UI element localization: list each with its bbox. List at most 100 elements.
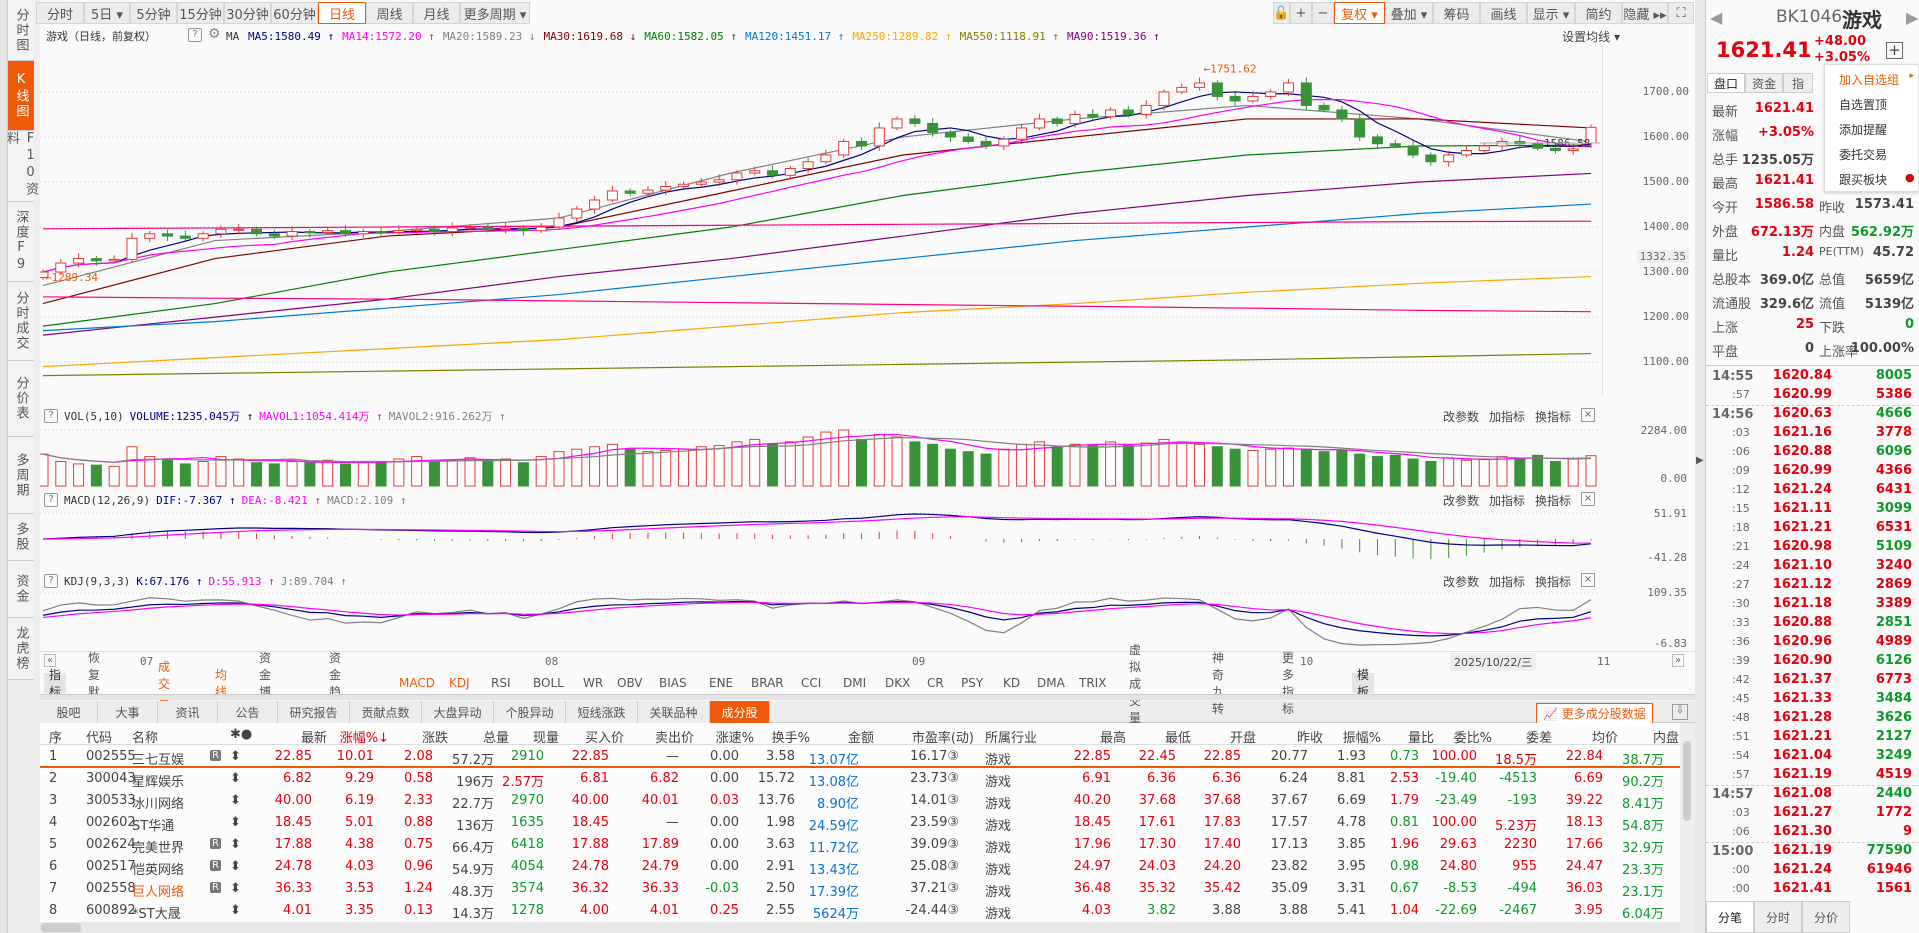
indicator-tab[interactable]: 资金博弈 [259,651,272,716]
column-header[interactable]: 量比 [1407,731,1434,746]
column-header[interactable]: 振幅% [1342,731,1381,746]
info-tab[interactable]: 公告 [218,701,278,723]
column-header[interactable]: 最新 [300,731,327,746]
fullscreen-icon[interactable]: ⛶ [1668,2,1694,24]
collapse-arrow-icon[interactable]: ▶ [1696,455,1704,466]
quote-tab[interactable]: 资金 [1745,73,1783,93]
horizontal-scrollbar[interactable] [40,922,1680,933]
period-tab[interactable]: 60分钟 [271,2,318,24]
indicator-tab[interactable]: BRAR [751,676,784,690]
nav-tab[interactable]: 龙虎榜 [8,618,34,680]
indicator-tab[interactable]: WR [583,676,604,690]
next-arrow-icon[interactable]: ▶ [1906,8,1919,27]
prev-arrow-icon[interactable]: ◀ [1710,8,1723,27]
pane-button[interactable]: 加指标 [1488,410,1525,424]
indicator-tab[interactable]: KDJ [449,676,470,690]
table-row[interactable]: 8 600892 *ST大晟 ⬍ 4.01 3.35 0.13 14.3万 1278 4.00 4.… [40,900,1680,922]
close-icon[interactable]: × [1581,573,1595,587]
tick-tab[interactable]: 分价 [1802,901,1850,933]
nav-tab[interactable]: 资金 [8,561,34,618]
menu-item[interactable]: 添加提醒 [1839,123,1888,137]
info-tab[interactable]: 大事 [98,701,158,723]
table-row[interactable]: 7 002558 巨人网络 ⬍ 36.33 3.53 1.24 48.3万 3574 36.32 3… [40,878,1680,900]
nav-tab[interactable]: 分时成交 [8,282,34,361]
period-tab[interactable]: 30分钟 [224,2,271,24]
period-tab[interactable]: 日线 [318,2,366,24]
pane-button[interactable]: 改参数 [1442,494,1479,508]
period-tab[interactable]: 周线 [366,2,413,24]
period-tab[interactable]: 5日 ▾ [84,2,130,24]
column-header[interactable]: 换手% [771,731,810,746]
column-header[interactable]: 市盈率(动) [911,731,974,746]
nav-tab[interactable]: 多股 [8,514,34,561]
period-tab[interactable]: 分时 [36,2,84,24]
column-header[interactable]: 代码 [86,731,113,746]
column-header[interactable]: 卖出价 [654,731,694,746]
indicator-tab[interactable]: ENE [709,676,734,690]
indicator-tab[interactable]: BOLL [533,676,564,690]
pane-button[interactable]: 加指标 [1488,575,1525,589]
tick-tab[interactable]: 分时 [1754,901,1802,933]
table-row[interactable]: 3 300533 冰川网络 ⬍ 40.00 6.19 2.33 22.7万 2970 40.00 4… [40,790,1680,812]
download-icon[interactable]: ⇩ [1672,704,1688,720]
nav-tab[interactable]: 深度F9 [8,202,34,282]
indicator-tab[interactable]: 模板 [1352,668,1375,699]
kdj-chart[interactable] [40,592,1600,648]
tool-button[interactable]: 筹码 [1433,2,1480,24]
indicator-tab[interactable]: CR [927,676,944,690]
column-header[interactable]: 最高 [1099,731,1126,746]
indicator-tab[interactable]: 恢复默认 [88,651,101,716]
column-header[interactable]: 现量 [532,731,559,746]
indicator-tab[interactable]: 虚拟成交量 [1129,642,1142,725]
column-header[interactable]: 序 [49,731,63,746]
panel-divider[interactable]: ▶ [1695,0,1705,933]
indicator-tab[interactable]: RSI [491,676,511,690]
period-tab[interactable]: 5分钟 [130,2,177,24]
indicator-tab[interactable]: DMA [1037,676,1065,690]
column-header[interactable]: 均价 [1591,731,1618,746]
column-header[interactable]: 涨幅%↓ [339,731,389,746]
pane-button[interactable]: 改参数 [1442,575,1479,589]
indicator-tab[interactable]: DMI [843,676,867,690]
period-tab[interactable]: 更多周期 ▾ [460,2,530,24]
vertical-scrollbar[interactable] [1680,723,1695,933]
tool-button[interactable]: − [1312,2,1334,24]
indicator-tab[interactable]: 均线 [215,668,228,699]
pane-button[interactable]: 加指标 [1488,494,1525,508]
indicator-tab[interactable]: TRIX [1079,676,1107,690]
pane-button[interactable]: 换指标 [1534,575,1571,589]
table-row[interactable]: 1 002555 三七互娱 ⬍ 22.85 10.01 2.08 57.2万 2910 22.85… [40,746,1680,768]
column-header[interactable]: 内盘 [1652,731,1679,746]
indicator-tab[interactable]: CCI [801,676,822,690]
info-tab[interactable]: 大盘异动 [422,701,494,723]
scroll-left-icon[interactable]: « [44,654,57,667]
splitter[interactable] [40,694,1695,700]
column-header[interactable]: 名称 [132,731,159,746]
table-row[interactable]: 2 300043 星辉娱乐 ⬍ 6.82 9.29 0.58 196万 2.57万 6.81 6.8… [40,768,1680,790]
info-tab[interactable]: 资讯 [158,701,218,723]
column-header[interactable]: 开盘 [1229,731,1256,746]
add-watchlist-button[interactable]: + [1886,42,1903,59]
tool-button[interactable]: 简约 [1575,2,1622,24]
tool-button[interactable]: 叠加 ▾ [1385,2,1433,24]
tool-button[interactable]: 隐藏 ▸▸ [1622,2,1668,24]
macd-chart[interactable] [40,512,1600,567]
pane-button[interactable]: 改参数 [1442,410,1479,424]
help-icon[interactable]: ? [44,493,58,507]
tool-button[interactable]: + [1290,2,1312,24]
help-icon[interactable]: ? [44,409,58,423]
period-tab[interactable]: 月线 [413,2,460,24]
indicator-tab[interactable]: KD [1003,676,1021,690]
more-constituents-button[interactable]: 📈 更多成分股数据 [1536,703,1653,724]
menu-item[interactable]: 委托交易 [1839,148,1888,162]
table-row[interactable]: 5 002624 完美世界 ⬍ 17.88 4.38 0.75 66.4万 6418 17.88 1… [40,834,1680,856]
column-header[interactable]: 所属行业 [985,731,1038,746]
menu-item[interactable]: 跟买板块 [1839,173,1888,187]
pane-button[interactable]: 换指标 [1534,410,1571,424]
quote-tab[interactable]: 盘口 [1707,73,1745,93]
close-icon[interactable]: × [1581,492,1595,506]
nav-tab[interactable]: F10资料 [4,131,38,202]
column-header[interactable]: 总量 [482,731,509,746]
info-tab[interactable]: 贡献点数 [350,701,422,723]
